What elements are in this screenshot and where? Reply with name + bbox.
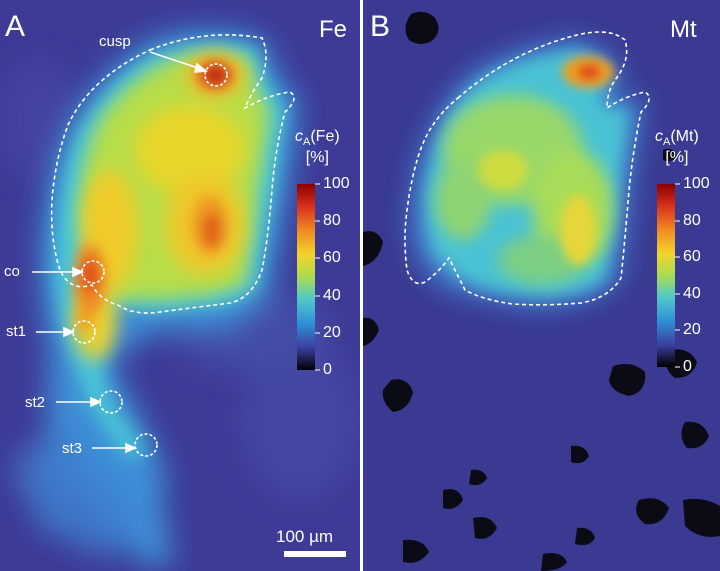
tick-b-60: 60 xyxy=(683,248,701,265)
tick-a-80: 80 xyxy=(323,212,341,229)
colorbar-b xyxy=(657,184,675,367)
fe-concentration-map xyxy=(0,0,360,571)
tick-b-100: 100 xyxy=(683,175,710,192)
colorbar-unit-a: [%] xyxy=(305,148,329,166)
colorbar-title-b-prefix: c xyxy=(655,128,663,145)
label-st1: st1 xyxy=(6,323,27,340)
tick-b-80: 80 xyxy=(683,212,701,229)
scale-bar-label: 100 µm xyxy=(276,527,334,546)
label-st3: st3 xyxy=(62,440,83,457)
colorbar-title-b: cA(Mt) [%] xyxy=(655,128,699,167)
st3-circle xyxy=(134,433,158,457)
colorbar-title-a-suffix: (Fe) xyxy=(310,128,340,145)
panel-b: B Mt cA(Mt) [%] 100 80 60 40 20 0 xyxy=(363,0,720,571)
tooth-outline-b xyxy=(404,31,650,306)
panel-divider xyxy=(360,0,363,571)
label-st2: st2 xyxy=(25,394,46,411)
tick-a-100: 100 xyxy=(323,175,350,192)
mt-concentration-map xyxy=(363,0,720,571)
tick-a-0: 0 xyxy=(323,361,332,378)
colorbar-unit-b: [%] xyxy=(665,148,689,166)
colorbar-title-a: cA(Fe) [%] xyxy=(295,128,340,167)
panel-letter-b: B xyxy=(370,10,391,43)
colorbar-title-a-sub: A xyxy=(303,136,311,149)
cusp-arrow xyxy=(149,51,205,71)
panel-letter-a: A xyxy=(5,10,26,43)
element-label-fe: Fe xyxy=(319,16,348,43)
colorbar-title-b-suffix: (Mt) xyxy=(670,128,699,145)
colorbar-a xyxy=(297,184,315,370)
colorbar-title-b-sub: A xyxy=(663,136,671,149)
colorbar-title-a-prefix: c xyxy=(295,128,303,145)
panel-a: A Fe cusp co st1 st2 st3 cA(Fe) [%] 100 … xyxy=(0,0,360,571)
label-cusp: cusp xyxy=(99,33,131,50)
cusp-circle xyxy=(204,63,228,87)
label-co: co xyxy=(4,263,20,280)
element-label-mt: Mt xyxy=(670,16,697,43)
tooth-outline xyxy=(50,34,295,314)
tick-b-40: 40 xyxy=(683,285,701,302)
tick-a-40: 40 xyxy=(323,287,341,304)
tick-a-60: 60 xyxy=(323,249,341,266)
tick-a-20: 20 xyxy=(323,324,341,341)
tick-b-20: 20 xyxy=(683,321,701,338)
st2-circle xyxy=(99,390,123,414)
tick-b-0: 0 xyxy=(683,358,692,375)
scale-bar xyxy=(284,551,346,557)
st1-circle xyxy=(72,320,96,344)
void-regions xyxy=(363,11,720,571)
co-circle xyxy=(81,260,105,284)
